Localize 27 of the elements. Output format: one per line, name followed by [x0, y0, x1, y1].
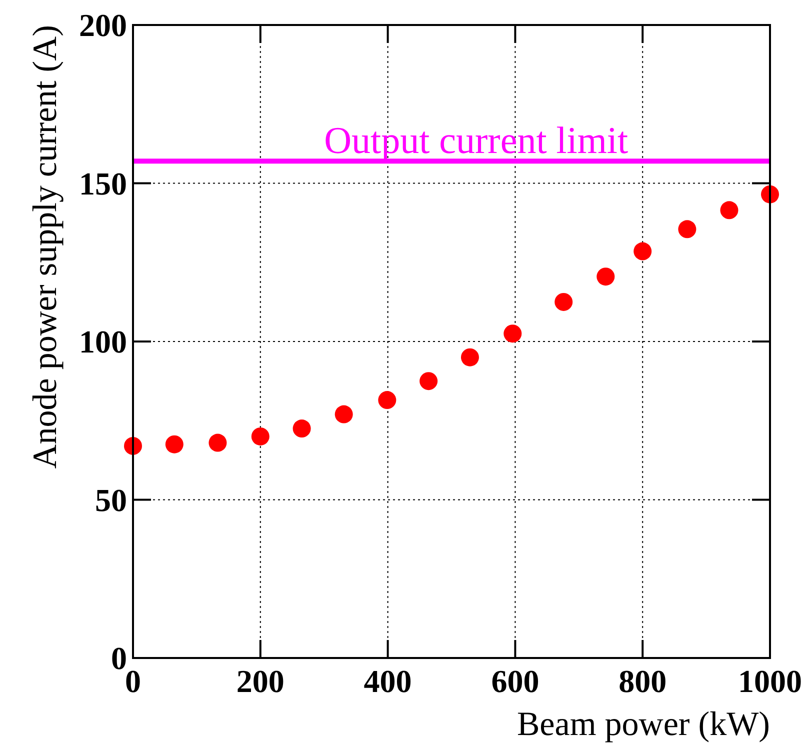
point [420, 372, 438, 390]
point [596, 268, 615, 286]
point [334, 405, 353, 424]
point [554, 292, 573, 311]
y-tick-label: 150 [79, 165, 127, 202]
y-axis-title: Anode power supply current (A) [27, 25, 64, 469]
point [165, 435, 184, 454]
x-tick-label: 1000 [738, 663, 802, 699]
x-tick-label: 400 [364, 663, 412, 699]
y-tick-label: 200 [79, 7, 127, 44]
point [460, 348, 479, 366]
point [634, 242, 652, 260]
point [251, 427, 270, 446]
point [378, 391, 396, 410]
x-axis-title: Beam power (kW) [516, 706, 770, 743]
y-tick-label: 0 [111, 640, 127, 676]
x-tick-label: 200 [236, 663, 284, 699]
ref-line-label: Output current limit [324, 120, 628, 162]
x-tick-label: 800 [618, 663, 667, 699]
point [208, 434, 227, 452]
y-tick-label: 100 [79, 324, 127, 360]
point [504, 324, 522, 343]
y-tick-label: 50 [95, 482, 127, 518]
point [720, 201, 738, 220]
point [292, 420, 311, 438]
x-tick-label: 600 [491, 663, 540, 699]
point [678, 220, 696, 238]
